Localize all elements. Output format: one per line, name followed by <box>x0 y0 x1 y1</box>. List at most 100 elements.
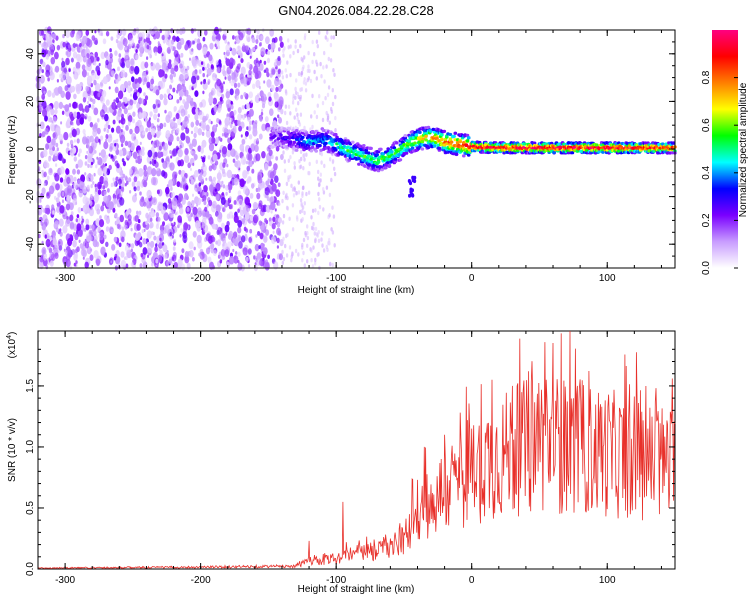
noise-cell <box>186 207 190 212</box>
noise-cell <box>291 203 295 208</box>
signal-cell <box>334 132 338 137</box>
noise-cell <box>117 178 122 185</box>
noise-cell <box>285 74 288 79</box>
noise-cell <box>190 28 195 34</box>
noise-cell <box>120 113 124 119</box>
noise-cell <box>261 103 266 109</box>
noise-cell <box>289 54 292 59</box>
noise-cell <box>61 57 64 62</box>
noise-cell <box>222 162 226 168</box>
noise-cell <box>296 116 299 122</box>
noise-cell <box>159 93 164 101</box>
noise-cell <box>229 111 233 118</box>
noise-cell <box>171 39 175 45</box>
noise-cell <box>331 101 335 107</box>
noise-cell <box>50 124 56 132</box>
noise-cell <box>231 215 234 219</box>
noise-cell <box>288 216 291 221</box>
noise-cell <box>228 255 235 265</box>
noise-cell <box>333 243 336 248</box>
noise-cell <box>219 149 222 153</box>
noise-cell <box>331 230 335 235</box>
noise-cell <box>230 117 233 122</box>
noise-cell <box>191 200 195 206</box>
noise-cell <box>76 214 80 219</box>
colorbar-ticks: 0.00.20.40.60.8 <box>701 70 738 275</box>
noise-cell <box>117 109 122 117</box>
noise-cell <box>258 43 262 47</box>
noise-cell <box>171 150 176 157</box>
noise-cell <box>269 108 274 116</box>
noise-cell <box>221 222 225 229</box>
noise-cell <box>152 103 156 110</box>
noise-cell <box>132 111 136 117</box>
noise-cell <box>228 129 231 134</box>
noise-cell <box>207 81 210 85</box>
noise-cell <box>121 124 124 129</box>
noise-cell <box>266 79 272 88</box>
noise-cell <box>249 55 252 59</box>
noise-cell <box>85 224 90 231</box>
noise-cell <box>201 217 207 226</box>
noise-cell <box>110 36 114 41</box>
noise-cell <box>212 223 217 230</box>
noise-cell <box>204 66 207 71</box>
noise-cell <box>311 39 314 45</box>
noise-cell <box>257 231 261 236</box>
noise-cell <box>293 161 296 166</box>
noise-cell <box>317 238 321 243</box>
noise-cell <box>109 52 113 59</box>
noise-cell <box>190 212 194 218</box>
noise-cell <box>200 144 205 150</box>
noise-cell <box>214 188 217 192</box>
noise-cell <box>266 57 271 64</box>
noise-cell <box>112 119 116 125</box>
signal-cell <box>310 145 315 149</box>
noise-cell <box>230 104 234 110</box>
noise-cell <box>318 197 321 202</box>
noise-cell <box>198 252 201 257</box>
noise-cell <box>203 200 207 206</box>
noise-cell <box>151 168 157 177</box>
noise-cell <box>173 117 176 122</box>
noise-cell <box>301 205 305 210</box>
noise-cell <box>259 59 262 64</box>
noise-cell <box>270 42 276 51</box>
noise-cell <box>67 234 71 239</box>
noise-cell <box>143 170 148 177</box>
noise-cell <box>271 236 276 244</box>
noise-cell <box>267 254 270 259</box>
x-tick-label: -200 <box>191 575 211 586</box>
noise-cell <box>86 150 89 154</box>
noise-cell <box>121 236 125 243</box>
noise-cell <box>193 154 198 161</box>
noise-cell <box>56 79 60 83</box>
noise-cell <box>194 220 201 229</box>
noise-cell <box>94 193 100 202</box>
noise-cell <box>39 129 42 133</box>
noise-cell <box>185 127 190 134</box>
colorbar-tick-label: 0.0 <box>701 261 712 275</box>
noise-cell <box>73 93 77 100</box>
noise-cell <box>176 136 180 142</box>
noise-cell <box>322 207 325 212</box>
noise-cell <box>310 258 313 263</box>
noise-cell <box>280 108 284 115</box>
noise-cell <box>321 231 324 236</box>
noise-cell <box>84 155 88 160</box>
noise-cell <box>120 129 123 133</box>
noise-cell <box>238 63 241 68</box>
noise-cell <box>119 134 126 144</box>
signal-cell <box>369 155 373 159</box>
noise-cell <box>107 124 111 130</box>
noise-cell <box>202 90 205 95</box>
noise-cell <box>226 163 229 168</box>
noise-cell <box>220 248 226 257</box>
noise-cell <box>332 68 335 73</box>
noise-cell <box>242 159 247 165</box>
noise-cell <box>149 111 153 117</box>
noise-cell <box>287 177 290 183</box>
noise-cell <box>39 58 44 65</box>
noise-cell <box>157 113 160 118</box>
noise-cell <box>254 120 258 125</box>
